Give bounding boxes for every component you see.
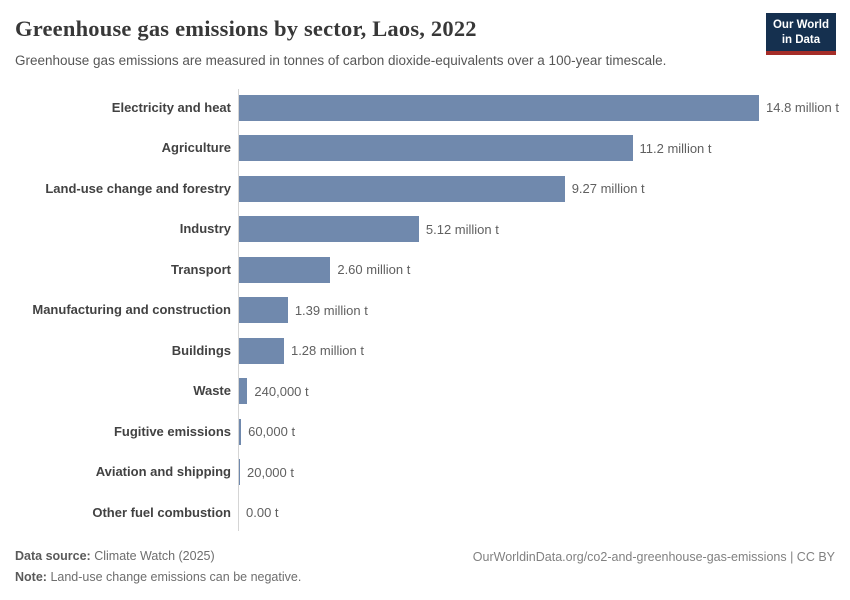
value-label: 240,000 t [254,383,309,399]
chart-row: Fugitive emissions 60,000 t [15,411,835,452]
footer-url: OurWorldinData.org/co2-and-greenhouse-ga… [472,549,835,564]
chart-rows: Electricity and heat 14.8 million t Agri… [15,87,839,533]
bar-area: 2.60 million t [238,256,835,283]
bar-area: 14.8 million t [238,94,839,121]
bar-area: 11.2 million t [238,135,835,162]
value-label: 20,000 t [247,464,294,480]
value-label: 60,000 t [248,424,296,440]
row-label: Agriculture [161,140,231,156]
bar[interactable] [239,175,565,202]
note-value: Land-use change emissions can be negativ… [50,569,302,584]
bar-area: 0.00 t [238,505,835,520]
bar[interactable] [239,297,288,324]
bar[interactable] [239,216,419,243]
data-source-line: Data source: Climate Watch (2025) [15,546,301,567]
bar[interactable] [239,459,240,486]
row-label: Aviation and shipping [95,464,231,480]
chart-row: Agriculture 11.2 million t [15,128,835,169]
row-label: Electricity and heat [111,99,231,115]
chart-row: Aviation and shipping 20,000 t [15,452,835,493]
chart-row: Waste 240,000 t [15,371,835,412]
chart-row: Transport 2.60 million t [15,249,835,290]
bar[interactable] [239,337,284,364]
bar-area: 5.12 million t [238,216,835,243]
note-label: Note: [15,569,47,584]
data-source-label: Data source: [15,548,91,563]
chart-row: Electricity and heat 14.8 million t [15,87,839,128]
owid-logo[interactable]: Our World in Data [765,13,836,55]
row-label: Industry [179,221,231,237]
row-label: Transport [171,261,231,277]
bar-area: 60,000 t [238,418,835,445]
row-label: Other fuel combustion [92,504,231,520]
chart-row: Land-use change and forestry 9.27 millio… [15,168,835,209]
note-line: Note: Land-use change emissions can be n… [15,567,301,588]
row-label: Fugitive emissions [113,423,231,439]
chart-header: Greenhouse gas emissions by sector, Laos… [15,13,836,69]
chart-row: Industry 5.12 million t [15,209,835,250]
bar-area: 20,000 t [238,459,835,486]
value-label: 5.12 million t [425,221,499,237]
bar[interactable] [239,418,242,445]
row-label: Waste [193,383,231,399]
row-label: Buildings [171,342,231,358]
owid-logo-line2: in Data [781,33,821,46]
value-label: 1.28 million t [290,343,364,359]
value-label: 0.00 t [246,505,279,521]
chart-row: Manufacturing and construction 1.39 mill… [15,290,835,331]
footer-left: Data source: Climate Watch (2025) Note: … [15,546,301,587]
value-label: 9.27 million t [571,181,645,197]
chart-row: Other fuel combustion 0.00 t [15,492,835,533]
bar-area: 240,000 t [238,378,835,405]
bar-area: 9.27 million t [238,175,835,202]
value-label: 11.2 million t [639,140,712,156]
value-label: 14.8 million t [766,100,839,116]
chart-footer: Data source: Climate Watch (2025) Note: … [15,546,835,587]
chart-row: Buildings 1.28 million t [15,330,835,371]
bar[interactable] [239,94,759,121]
bar[interactable] [239,256,331,283]
chart-title: Greenhouse gas emissions by sector, Laos… [15,16,477,41]
bar[interactable] [239,378,248,405]
chart-subtitle: Greenhouse gas emissions are measured in… [15,52,667,68]
row-label: Land-use change and forestry [45,180,231,196]
bar-area: 1.39 million t [238,297,835,324]
bar-area: 1.28 million t [238,337,835,364]
value-label: 2.60 million t [337,262,411,278]
y-axis-line [238,89,239,531]
bar-chart: Electricity and heat 14.8 million t Agri… [15,87,839,533]
owid-logo-line1: Our World [772,19,829,31]
value-label: 1.39 million t [294,302,368,318]
row-label: Manufacturing and construction [32,302,231,318]
bar[interactable] [239,135,633,162]
data-source-value: Climate Watch (2025) [94,548,215,563]
